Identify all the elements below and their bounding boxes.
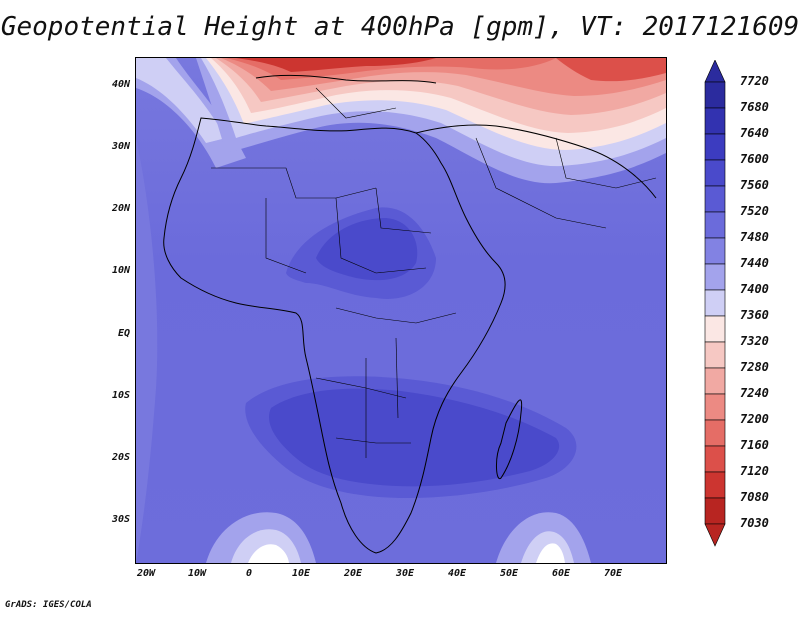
lat-label: 40N (111, 79, 130, 90)
colorbar-swatch (704, 367, 726, 395)
coastline-group (163, 74, 657, 554)
colorbar-level-label: 7320 (740, 334, 769, 348)
band-south-7600 (268, 388, 560, 487)
lon-label: 10E (291, 568, 311, 579)
colorbar-level-label: 7720 (740, 74, 769, 88)
colorbar-level-label: 7200 (740, 412, 769, 426)
lon-label: 10W (187, 568, 207, 579)
lon-label: 50E (499, 568, 519, 579)
border-line (555, 137, 657, 189)
colorbar-level-label: 7400 (740, 282, 769, 296)
colorbar-swatch (704, 211, 726, 239)
colorbar-level-label: 7600 (740, 152, 769, 166)
colorbar-level-label: 7520 (740, 204, 769, 218)
colorbar-swatch (704, 237, 726, 265)
colorbar-level-label: 7120 (740, 464, 769, 478)
lon-label: 40E (447, 568, 467, 579)
colorbar-level-label: 7240 (740, 386, 769, 400)
colorbar-swatch (704, 419, 726, 447)
lon-label: 20E (343, 568, 363, 579)
colorbar-level-label: 7560 (740, 178, 769, 192)
lat-label: 30N (111, 141, 130, 152)
lon-label: 20W (136, 568, 156, 579)
colorbar-swatch (704, 289, 726, 317)
band-7400 (136, 58, 226, 143)
colorbar-level-label: 7360 (740, 308, 769, 322)
border-line (475, 137, 607, 229)
border-line (335, 307, 457, 324)
band-ne-7160 (556, 58, 666, 82)
colorbar-level-label: 7080 (740, 490, 769, 504)
lat-label: 20N (111, 203, 130, 214)
colorbar-level-label: 7480 (740, 230, 769, 244)
border-line (315, 87, 397, 119)
colorbar-level-label: 7680 (740, 100, 769, 114)
colorbar-arrow-bottom (704, 523, 726, 547)
colorbar-swatch (704, 497, 726, 525)
border-group (211, 87, 657, 458)
colorbar-swatch (704, 185, 726, 213)
colorbar-arrow-top (704, 60, 726, 83)
lon-label: 0 (245, 568, 253, 579)
border-line (211, 167, 377, 199)
colorbar-swatch (704, 393, 726, 421)
colorbar-level-label: 7030 (740, 516, 769, 530)
height-field-map (136, 58, 666, 563)
colorbar-swatch (704, 471, 726, 499)
lon-label: 60E (551, 568, 571, 579)
border-line (265, 198, 307, 274)
colorbar-level-label: 7640 (740, 126, 769, 140)
border-line (375, 187, 432, 234)
lat-label: 10N (111, 265, 130, 276)
colorbar-swatch (704, 81, 726, 109)
border-line (335, 437, 411, 444)
colorbar (704, 60, 726, 547)
lon-label: 70E (603, 568, 623, 579)
colorbar-swatch (704, 445, 726, 473)
band-west (136, 138, 158, 563)
lat-label: 10S (111, 390, 130, 401)
colorbar-swatch (704, 341, 726, 369)
lat-label: 30S (111, 514, 130, 525)
blob-central-7600 (316, 218, 418, 281)
arabia-coastline (415, 124, 657, 199)
europe-coastline (255, 74, 437, 84)
colorbar-swatch (704, 315, 726, 343)
lat-label: EQ (117, 328, 130, 339)
colorbar-level-label: 7440 (740, 256, 769, 270)
blob-sw-white (248, 544, 289, 563)
colorbar-level-label: 7160 (740, 438, 769, 452)
colorbar-swatch (704, 107, 726, 135)
africa-coastline (163, 117, 506, 554)
border-line (335, 197, 427, 274)
border-line (395, 337, 399, 419)
footer-credit: GrADS: IGES/COLA (5, 600, 92, 610)
map-panel (135, 57, 667, 564)
map-title: Geopotential Height at 400hPa [gpm], VT:… (0, 12, 800, 42)
colorbar-swatch (704, 263, 726, 291)
madagascar-coastline (496, 399, 523, 480)
colorbar-swatch (704, 133, 726, 161)
blob-se-white (536, 543, 565, 563)
band-north-7120 (236, 58, 436, 72)
lon-label: 30E (395, 568, 415, 579)
lat-label: 20S (111, 452, 130, 463)
colorbar-swatch (704, 159, 726, 187)
colorbar-level-label: 7280 (740, 360, 769, 374)
